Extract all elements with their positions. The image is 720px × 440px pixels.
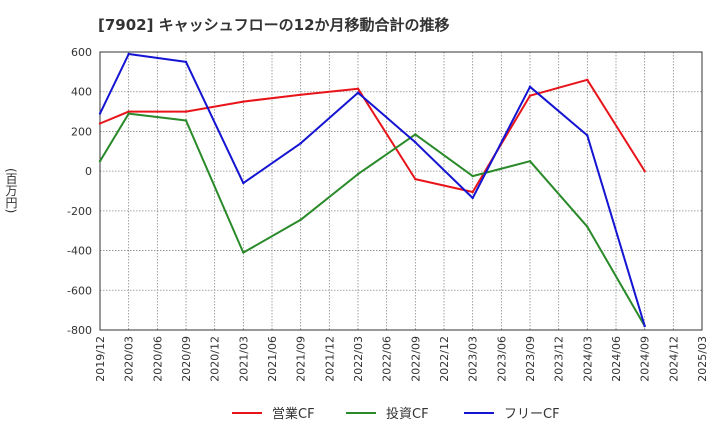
data-point	[643, 324, 646, 328]
x-tick-label: 2021/03	[237, 336, 250, 382]
x-tick-label: 2024/03	[581, 336, 594, 382]
data-point	[471, 174, 474, 178]
y-axis-label: (百万円)	[4, 168, 18, 214]
y-tick-label: 600	[71, 46, 92, 59]
chart-title: [7902] キャッシュフローの12か月移動合計の推移	[98, 16, 450, 34]
data-point	[299, 93, 302, 96]
x-tick-label: 2021/06	[266, 336, 279, 382]
x-tick-label: 2022/03	[352, 336, 365, 382]
data-point	[242, 251, 245, 254]
data-point	[299, 218, 302, 221]
y-tick-label: 0	[85, 165, 92, 178]
data-point	[643, 169, 646, 173]
x-tick-label: 2023/03	[467, 336, 480, 382]
y-tick-label: -800	[67, 324, 92, 337]
y-tick-label: -600	[67, 284, 92, 297]
data-point	[414, 141, 417, 144]
data-point	[356, 91, 360, 94]
x-tick-label: 2019/12	[94, 336, 107, 382]
data-point	[184, 119, 188, 122]
plot-area	[100, 52, 702, 330]
data-point	[414, 133, 417, 136]
data-point	[586, 78, 589, 82]
x-tick-label: 2021/12	[323, 336, 336, 382]
data-point	[528, 160, 532, 163]
data-point	[299, 142, 302, 145]
y-tick-label: -200	[67, 205, 92, 218]
data-point	[127, 110, 130, 113]
data-point	[586, 225, 589, 228]
data-point	[471, 196, 474, 200]
x-tick-label: 2020/12	[209, 336, 222, 382]
data-point	[127, 112, 130, 115]
x-tick-label: 2023/06	[495, 336, 508, 382]
y-tick-label: 400	[71, 86, 92, 99]
data-point	[127, 52, 130, 56]
x-tick-label: 2023/12	[553, 336, 566, 382]
x-tick-label: 2024/12	[667, 336, 680, 382]
data-point	[184, 60, 188, 64]
x-tick-label: 2021/09	[295, 336, 308, 382]
x-tick-label: 2023/09	[524, 336, 537, 382]
x-tick-label: 2020/03	[123, 336, 136, 382]
data-point	[356, 87, 360, 90]
x-tick-label: 2022/06	[381, 336, 394, 382]
x-tick-label: 2022/09	[409, 336, 422, 382]
data-point	[356, 172, 360, 176]
data-point	[242, 181, 245, 185]
x-tick-label: 2024/09	[639, 336, 652, 382]
data-point	[98, 122, 102, 125]
x-tick-label: 2020/09	[180, 336, 193, 382]
data-point	[471, 190, 474, 194]
data-point	[184, 110, 188, 113]
x-tick-label: 2020/06	[151, 336, 164, 382]
data-point	[528, 85, 532, 88]
x-tick-label: 2022/12	[438, 336, 451, 382]
data-point	[528, 94, 532, 97]
data-point	[414, 177, 417, 181]
y-tick-label: -400	[67, 245, 92, 258]
y-tick-label: 200	[71, 125, 92, 138]
x-tick-label: 2025/03	[696, 336, 709, 382]
legend-label-3: フリーCF	[504, 407, 560, 422]
plot-frame	[99, 51, 703, 331]
legend-label-2: 投資CF	[386, 406, 429, 422]
legend-label-1: 営業CF	[272, 406, 315, 422]
x-tick-label: 2024/06	[610, 336, 623, 382]
data-point	[98, 112, 102, 115]
data-point	[242, 100, 245, 103]
data-point	[98, 160, 102, 163]
data-point	[586, 134, 589, 137]
